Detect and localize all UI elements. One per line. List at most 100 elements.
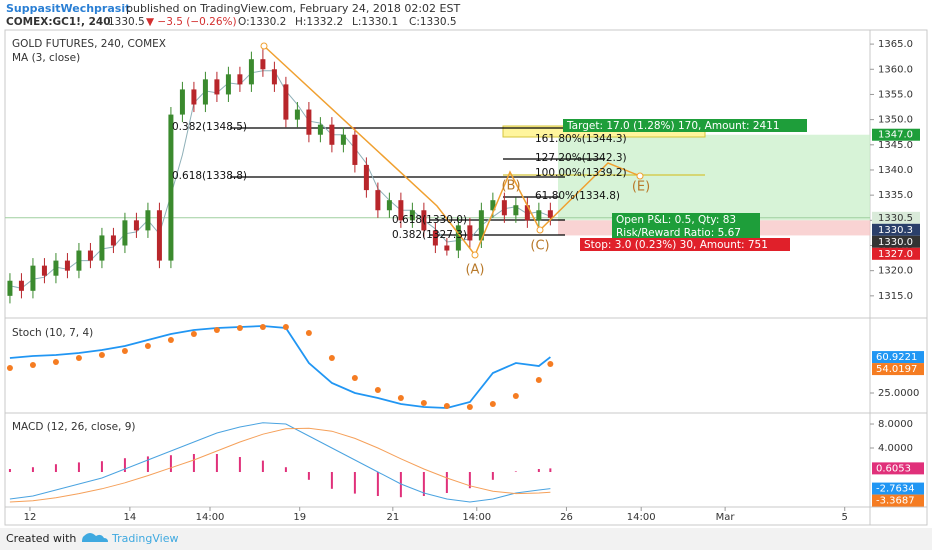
candle-body	[87, 250, 93, 261]
x-tick-label: 19	[293, 512, 306, 523]
candle-body	[386, 200, 392, 211]
stoch-d-dot	[282, 324, 289, 330]
macd-hist-bar	[353, 472, 356, 494]
candle-body	[122, 220, 128, 246]
value-text: 0.6053	[876, 463, 911, 474]
position-text: Open P&L: 0.5, Qty: 83	[616, 214, 736, 226]
stoch-d-dot	[236, 325, 243, 331]
candle-body	[478, 210, 484, 241]
pattern-point	[471, 251, 479, 259]
candle-body	[99, 235, 105, 261]
pattern-point	[536, 226, 544, 234]
price-axis-label	[872, 128, 920, 141]
last-price: 1330.5	[108, 16, 145, 28]
stoch-d-dot	[144, 343, 151, 349]
pattern-label: (C)	[530, 239, 549, 254]
symbol: COMEX:GC1!, 240	[6, 16, 111, 28]
frame	[4, 29, 928, 526]
candle-body	[64, 260, 70, 271]
change: ▼ −3.5 (−0.26%)	[146, 16, 237, 28]
candle-body	[317, 124, 323, 135]
position-box	[612, 213, 760, 226]
stoch-d-dot	[328, 355, 335, 361]
value-box	[872, 462, 924, 475]
candle-body	[513, 205, 519, 216]
y-tick-label: 4.0000	[878, 443, 913, 454]
macd-hist-bar	[100, 461, 103, 473]
published: published on TradingView.com, February 2…	[126, 2, 460, 15]
stoch-d-dot	[489, 401, 496, 407]
pattern-line	[263, 45, 641, 257]
macd-line	[9, 427, 551, 503]
profit-zone	[558, 134, 870, 221]
chart-title: GOLD FUTURES, 240, COMEX	[12, 38, 166, 50]
stoch-d-dot	[397, 395, 404, 401]
stoch-d-dot	[29, 362, 36, 368]
candle-body	[536, 210, 542, 221]
candle-body	[421, 210, 427, 231]
macd-hist-bar	[146, 456, 149, 473]
price-axis-text: 1330.0	[878, 237, 913, 248]
x-tick-label: 12	[24, 512, 37, 523]
candle-body	[7, 280, 13, 296]
value-text: 54.0197	[876, 364, 917, 375]
price-axis-text: 1347.0	[878, 130, 913, 141]
stoch-d-dot	[443, 403, 450, 409]
footer-brand[interactable]: TradingView	[111, 532, 178, 545]
stoch-d-dot	[374, 387, 381, 393]
logo	[82, 533, 108, 542]
macd-hist-bar	[399, 472, 402, 498]
fib-label: 0.618(1338.8)	[172, 170, 247, 182]
position-box	[563, 119, 807, 132]
ohlc-high: H:1332.2	[295, 16, 343, 28]
macd-hist-bar	[169, 455, 172, 473]
x-tick-label: 26	[560, 512, 573, 523]
fib-label: 127.20%(1342.3)	[535, 152, 627, 164]
macd-hist-bar	[468, 472, 471, 489]
price-axis-text: 1327.0	[878, 249, 913, 260]
candle-body	[214, 79, 220, 95]
candle-body	[352, 134, 358, 165]
price-axis-label	[872, 235, 920, 248]
candle-body	[191, 89, 197, 105]
stoch-d-dot	[305, 330, 312, 336]
candle-body	[329, 124, 335, 145]
candle-body	[306, 109, 312, 135]
x-tick-label: 21	[386, 512, 399, 523]
candle-body	[547, 210, 553, 218]
stoch-d-dot	[6, 365, 13, 371]
stoch-title: Stoch (10, 7, 4)	[12, 327, 93, 339]
macd-hist-bar	[261, 460, 264, 473]
candle-body	[501, 200, 507, 216]
macd-hist-bar	[307, 472, 310, 480]
macd-hist-bar	[537, 469, 540, 473]
position-text: Risk/Reward Ratio: 5.67	[616, 227, 741, 239]
candle-body	[455, 225, 461, 251]
candle-body	[260, 59, 266, 70]
candle-body	[432, 230, 438, 246]
ohlc-open: O:1330.2	[238, 16, 286, 28]
author-link[interactable]: SuppasitWechprasit	[6, 2, 130, 15]
y-tick-label: 1345.0	[878, 140, 913, 151]
pattern-point	[260, 42, 268, 50]
position-box	[580, 238, 790, 251]
macd-title: MACD (12, 26, close, 9)	[12, 421, 135, 433]
candle-body	[225, 74, 231, 95]
macd-hist-bar	[514, 471, 517, 473]
footer-created: Created with	[6, 532, 76, 545]
candle-body	[41, 265, 47, 276]
price-axis-label	[872, 223, 920, 236]
y-tick-label: 1355.0	[878, 89, 913, 100]
candle-body	[363, 164, 369, 191]
macd-hist-bar	[549, 468, 552, 473]
macd-hist-bar	[422, 472, 425, 497]
candle-body	[133, 220, 139, 231]
ohlc-close: C:1330.5	[409, 16, 457, 28]
pattern-label: (A)	[465, 263, 484, 278]
pattern-label: (E)	[632, 180, 650, 195]
stoch-d-dot	[512, 393, 519, 399]
candle-body	[30, 265, 36, 291]
x-tick-label: 5	[842, 512, 848, 523]
y-tick-label: 1365.0	[878, 39, 913, 50]
